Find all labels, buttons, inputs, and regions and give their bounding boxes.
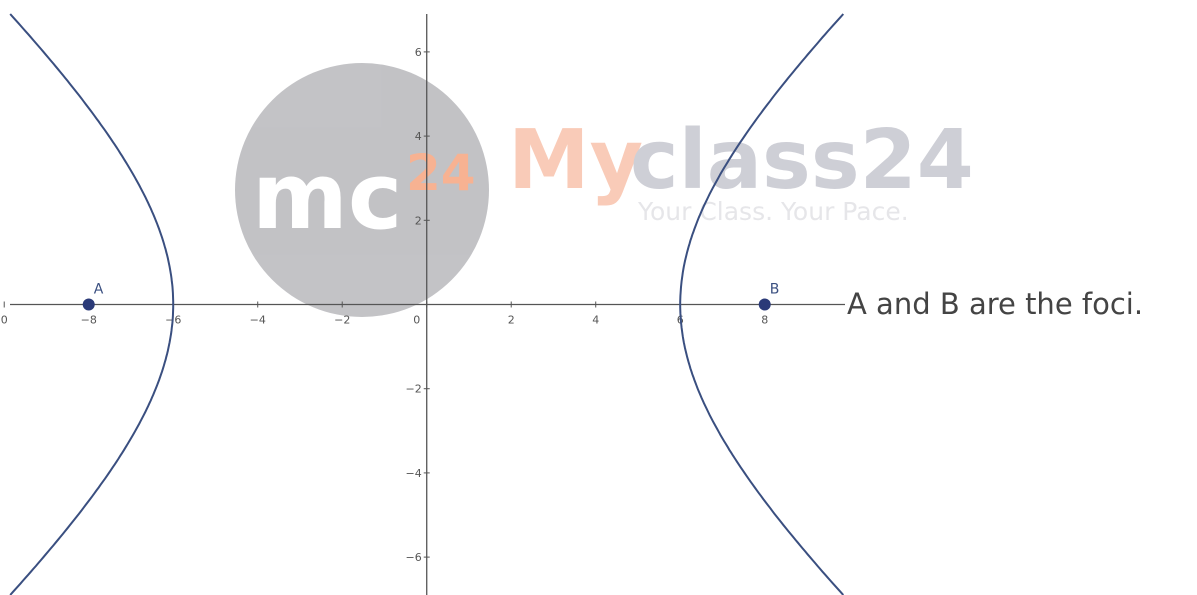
watermark-brand-end: class24 <box>630 113 974 208</box>
watermark-tagline: Your Class. Your Pace. <box>637 197 909 226</box>
x-tick-label: 8 <box>761 314 768 327</box>
y-tick-label: 2 <box>415 214 422 227</box>
x-tick-label: −4 <box>250 314 266 327</box>
focus-point <box>758 298 771 311</box>
watermark: mc 24 My class24 Your Class. Your Pace. <box>235 63 974 317</box>
x-tick-label: 4 <box>592 314 599 327</box>
y-tick-label: 6 <box>415 46 422 59</box>
x-tick-label: 0 <box>1 314 8 327</box>
hyperbola-branch <box>679 13 845 595</box>
y-tick-label: −6 <box>406 551 422 564</box>
point-label: B <box>770 282 780 298</box>
y-tick-label: −2 <box>406 383 422 396</box>
focus-point <box>82 298 95 311</box>
x-tick-label: 2 <box>508 314 515 327</box>
watermark-logo-number: 24 <box>406 144 476 202</box>
y-tick-label: 4 <box>415 130 422 143</box>
watermark-circle <box>235 63 489 317</box>
caption: A and B are the foci. <box>847 287 1143 321</box>
y-tick-label: −4 <box>406 467 422 480</box>
point-label: A <box>94 282 104 298</box>
watermark-logo: mc <box>252 143 402 250</box>
watermark-brand-start: My <box>508 113 643 208</box>
x-tick-label: −8 <box>81 314 97 327</box>
x-tick-label: 0 <box>413 314 420 327</box>
hyperbola-branch <box>9 13 175 595</box>
x-tick-label: −2 <box>334 314 350 327</box>
